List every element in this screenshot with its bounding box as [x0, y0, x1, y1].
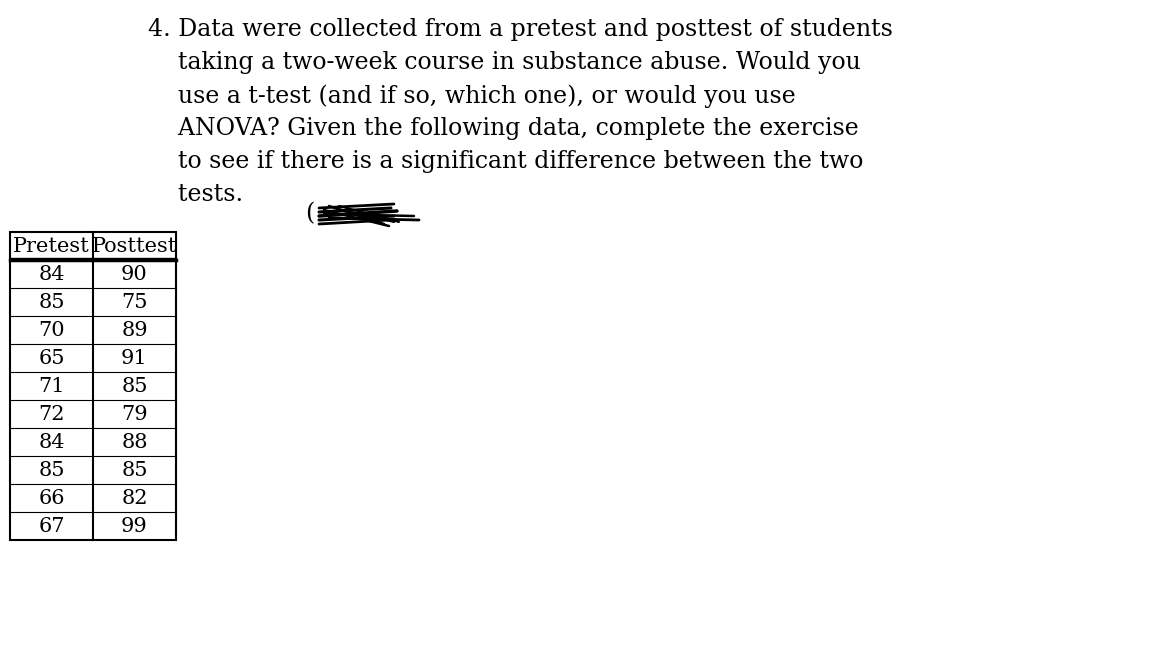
Text: Pretest: Pretest: [13, 237, 90, 256]
Text: 70: 70: [39, 320, 64, 339]
Text: tests.: tests.: [147, 183, 243, 206]
Text: 90: 90: [122, 264, 147, 283]
Text: 82: 82: [122, 489, 147, 508]
Text: 89: 89: [122, 320, 147, 339]
Text: 75: 75: [122, 292, 147, 311]
Text: taking a two-week course in substance abuse. Would you: taking a two-week course in substance ab…: [147, 51, 861, 74]
Text: 99: 99: [122, 517, 147, 536]
Text: 65: 65: [39, 349, 64, 368]
Text: (: (: [305, 202, 315, 225]
Bar: [11, 232, 175, 540]
Text: 85: 85: [122, 460, 147, 479]
Text: 85: 85: [122, 377, 147, 396]
Text: 79: 79: [122, 405, 147, 424]
Text: to see if there is a significant difference between the two: to see if there is a significant differe…: [147, 150, 863, 173]
Text: 67: 67: [39, 517, 64, 536]
Text: Posttest: Posttest: [91, 237, 177, 256]
Text: 85: 85: [39, 460, 64, 479]
Text: 88: 88: [122, 432, 147, 451]
Text: 66: 66: [39, 489, 64, 508]
Text: 71: 71: [39, 377, 64, 396]
Text: 85: 85: [39, 292, 64, 311]
Text: 84: 84: [39, 264, 64, 283]
Text: use a t-test (and if so, which one), or would you use: use a t-test (and if so, which one), or …: [147, 84, 796, 107]
Text: ANOVA? Given the following data, complete the exercise: ANOVA? Given the following data, complet…: [147, 117, 859, 140]
Text: 84: 84: [39, 432, 64, 451]
Text: 72: 72: [39, 405, 64, 424]
Text: 91: 91: [122, 349, 147, 368]
Text: 4. Data were collected from a pretest and posttest of students: 4. Data were collected from a pretest an…: [147, 18, 893, 41]
